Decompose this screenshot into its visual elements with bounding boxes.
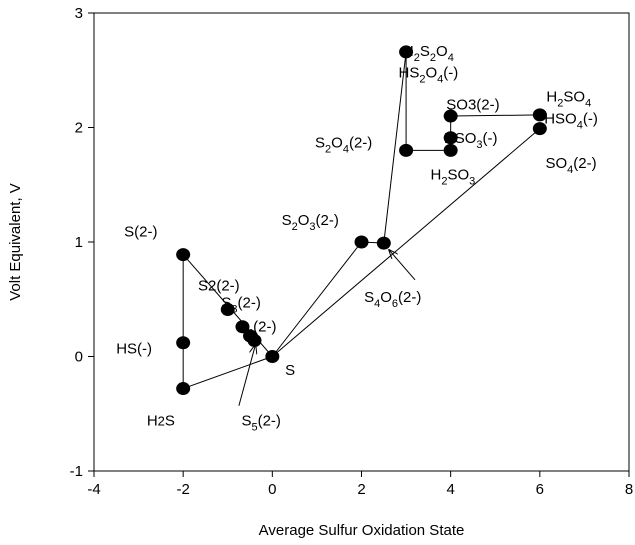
label-SO3_2-: SO3(2-) — [446, 97, 499, 114]
label-HSO4-: HSO4(-) — [544, 110, 598, 131]
point-H2S2O4 — [399, 45, 414, 59]
point-H2SO4 — [532, 108, 547, 122]
y-tick-label: 0 — [75, 349, 83, 366]
x-tick-label: 8 — [625, 481, 633, 498]
point-HSO3- — [443, 131, 458, 145]
label-HS-: HS(-) — [116, 340, 152, 357]
y-axis-label: Volt Equivalent, V — [7, 183, 24, 301]
label-S2O4_2-: S2O4(2-) — [315, 134, 372, 155]
point-S2O3_2- — [354, 235, 369, 249]
point-S2- — [176, 248, 191, 262]
label-S4O6_2-: S4O6(2-) — [364, 289, 421, 310]
y-tick-label: 3 — [75, 5, 83, 22]
label-S2-: S(2-) — [124, 224, 157, 241]
point-H2SO3 — [443, 143, 458, 157]
label-H2S: H2S — [147, 413, 175, 430]
point-S5_2- — [247, 333, 262, 347]
x-tick-label: 4 — [446, 481, 454, 498]
label-S2_2-: S2(2-) — [198, 278, 240, 295]
point-S3_2- — [235, 320, 250, 334]
label-H2S2O4: H2S2O4 — [403, 43, 454, 64]
axis-ticks: -4 -2 0 2 4 6 8 -1 0 1 2 3 — [70, 5, 634, 498]
y-tick-label: -1 — [70, 463, 83, 480]
y-tick-label: 1 — [75, 234, 83, 251]
label-S4_2-: S4(2-) — [237, 319, 276, 340]
label-S2O3_2-: S2O3(2-) — [282, 212, 339, 233]
connector-line — [383, 51, 407, 244]
x-tick-label: 2 — [357, 481, 365, 498]
label-SO4_2-: SO4(2-) — [545, 155, 596, 176]
connector-line — [271, 241, 362, 357]
point-SO4_2- — [532, 122, 547, 136]
arrow-S5_2- — [238, 345, 255, 406]
point-S2_2- — [220, 303, 235, 317]
label-S: S — [285, 362, 295, 379]
label-H2SO4: H2SO4 — [546, 89, 591, 110]
y-tick-label: 2 — [75, 120, 83, 137]
x-tick-label: 0 — [268, 481, 276, 498]
label-S5_2-: S5(2-) — [241, 413, 280, 434]
point-HS- — [176, 336, 191, 350]
label-S3_2-: S3(2-) — [221, 295, 260, 316]
point-S — [265, 350, 280, 363]
connector-line — [272, 128, 541, 357]
point-S4O6_2- — [376, 236, 391, 250]
connector-line — [182, 356, 273, 390]
x-axis-label: Average Sulfur Oxidation State — [259, 522, 465, 539]
annotation-arrows — [238, 250, 416, 406]
x-tick-label: 6 — [536, 481, 544, 498]
point-S2O4_2- — [399, 143, 414, 157]
data-points — [176, 45, 547, 396]
point-SO3_2- — [443, 109, 458, 123]
x-tick-label: -2 — [176, 481, 189, 498]
x-tick-label: -4 — [87, 481, 100, 498]
label-HSO3-: HSO3(-) — [444, 130, 498, 151]
point-H2S — [176, 382, 191, 396]
connector-line — [450, 114, 540, 117]
arrow-S4O6_2- — [389, 250, 416, 281]
label-HS2O4-: HS2O4(-) — [398, 65, 458, 86]
label-H2SO3: H2SO3 — [431, 166, 476, 187]
